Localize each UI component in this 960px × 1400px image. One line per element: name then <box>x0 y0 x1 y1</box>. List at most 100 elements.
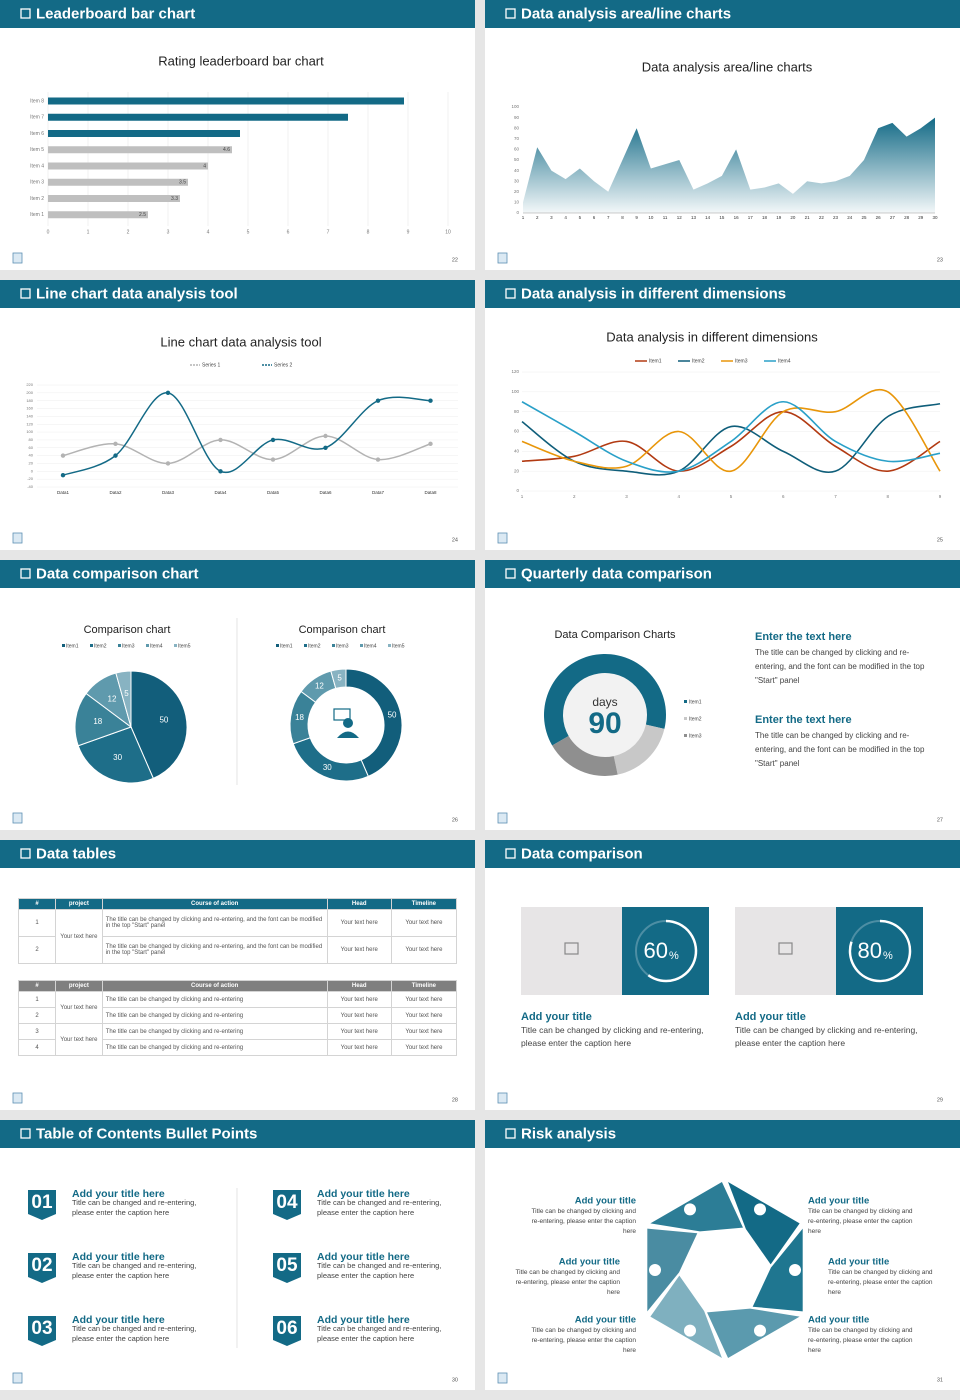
slide-header <box>0 0 475 28</box>
x-tick-label: 16 <box>734 215 740 220</box>
x-tick-label: 1 <box>87 229 90 235</box>
data-table: # project Course of action Head Timeline 1 You… <box>18 980 457 1056</box>
logo <box>497 1092 508 1104</box>
slide-title: Risk analysis <box>521 1125 616 1142</box>
table-cell: Your text here <box>326 1039 392 1056</box>
y-tick-label: 0 <box>516 488 519 493</box>
line <box>62 392 431 476</box>
table-cell: Your text here <box>326 936 392 964</box>
bar <box>48 113 348 121</box>
table-cell: The title can be changed by clicking and… <box>101 909 328 937</box>
x-tick-label: 2 <box>127 229 130 235</box>
area <box>523 117 935 213</box>
number-badge <box>28 1253 56 1283</box>
item-title: Add your title here <box>317 1188 410 1200</box>
legend-swatch <box>90 644 93 647</box>
header-cell: project <box>54 898 103 910</box>
pie-slice <box>74 692 133 747</box>
text-body: The title can be changed by clicking and… <box>755 648 925 685</box>
value-label: 30 <box>113 753 122 762</box>
image-icon <box>564 942 579 955</box>
item-title: Add your title here <box>72 1314 165 1326</box>
table-cell: Your text here <box>326 991 392 1008</box>
y-tick-label: Item 3 <box>30 180 44 186</box>
marker <box>165 390 171 396</box>
x-tick-label: 1 <box>521 494 524 499</box>
text-body: The title can be changed by clicking and… <box>755 731 925 768</box>
table-cell: The title can be changed by clicking and… <box>101 936 328 964</box>
x-tick-label: 24 <box>847 215 853 220</box>
slide: Line chart data analysis tool 24 Line char… <box>0 280 475 550</box>
card-body: Title can be changed by clicking and re-… <box>521 1025 704 1048</box>
x-tick-label: 7 <box>834 494 837 499</box>
x-tick-label: 2 <box>573 494 576 499</box>
item-body-box: Title can be changed and re-entering, pl… <box>317 1198 441 1217</box>
ring-progress <box>848 919 912 983</box>
marker <box>375 457 381 462</box>
legend-swatch <box>62 644 65 647</box>
donut-shadow <box>549 662 661 774</box>
table-cell: Your text here <box>326 1007 392 1024</box>
x-tick-label: Data4 <box>214 490 227 495</box>
logo <box>497 252 508 264</box>
legend-swatch <box>388 644 391 647</box>
chart-title: Line chart data analysis tool <box>160 334 321 349</box>
y-tick-label: Item 6 <box>30 131 44 137</box>
card-body: Title can be changed by clicking and re-… <box>735 1025 918 1048</box>
header-cell: Timeline <box>390 980 457 992</box>
cycle-segment <box>647 1228 698 1312</box>
logo <box>12 532 23 544</box>
legend-swatch <box>360 644 363 647</box>
bar <box>48 162 208 170</box>
marker <box>323 445 328 450</box>
item-title: Add your title here <box>317 1251 410 1263</box>
cycle-icon <box>789 1264 801 1276</box>
slide-title: Leaderboard bar chart <box>36 5 195 22</box>
item-number: 04 <box>276 1192 298 1213</box>
legend-label: Item3 <box>336 643 349 649</box>
number-badge <box>273 1190 301 1220</box>
slide-title: Data comparison <box>521 845 643 862</box>
marker <box>218 469 223 474</box>
card-body-box: Title can be changed by clicking and re-… <box>521 1025 704 1048</box>
marker <box>60 473 66 478</box>
value-label: 4.6 <box>223 147 230 153</box>
bar <box>48 211 148 219</box>
center-label: days <box>592 695 617 709</box>
cycle-segment <box>650 1182 743 1232</box>
donut-segment <box>330 668 347 690</box>
line <box>62 435 431 465</box>
slide-title: Data comparison chart <box>36 565 199 582</box>
header-icon <box>505 1128 516 1139</box>
bar <box>48 97 404 105</box>
legend-label: Item2 <box>308 643 321 649</box>
table-row: 3 Your text here The title can be changed … <box>18 1023 457 1056</box>
cycle-icon <box>754 1203 766 1216</box>
legend-swatch <box>276 644 279 647</box>
item-body: Title can be changed by clicking and re-… <box>828 1269 933 1296</box>
slide-header <box>0 840 475 868</box>
number-badge <box>28 1316 56 1346</box>
x-tick-label: 5 <box>579 215 582 220</box>
table-cell: Your text here <box>390 1039 457 1056</box>
page-number: 23 <box>937 257 943 263</box>
value-label: 2.5 <box>139 212 146 218</box>
slide-header <box>485 280 960 308</box>
x-tick-label: 6 <box>782 494 785 499</box>
legend-label: Item5 <box>392 643 405 649</box>
x-tick-label: 8 <box>621 215 624 220</box>
x-tick-label: Data7 <box>372 490 385 495</box>
y-tick-label: Item 5 <box>30 147 44 153</box>
x-tick-label: 30 <box>932 215 938 220</box>
chart-title: Data Comparison Charts <box>554 629 676 641</box>
legend-label: Item3 <box>689 733 702 739</box>
item-body: Title can be changed by clicking and re-… <box>515 1269 620 1296</box>
item-title: Add your title <box>808 1315 869 1326</box>
x-tick-label: 7 <box>607 215 610 220</box>
item-body: Title can be changed by clicking and re-… <box>808 1327 913 1354</box>
page-number: 24 <box>452 537 458 543</box>
line <box>521 388 941 472</box>
bar <box>48 178 188 186</box>
line <box>521 402 941 476</box>
